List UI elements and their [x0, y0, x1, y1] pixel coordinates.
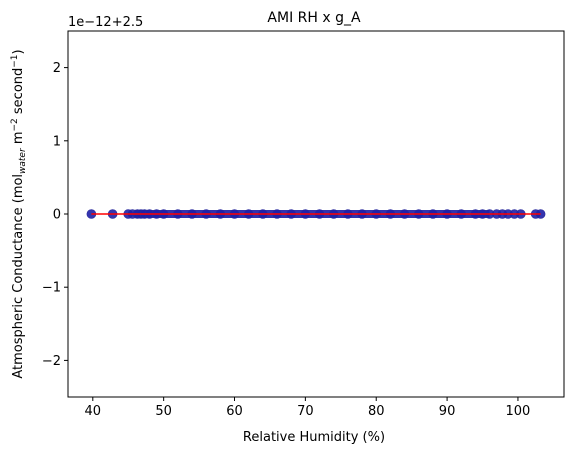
x-tick-label: 40 — [85, 404, 102, 419]
x-axis-label: Relative Humidity (%) — [243, 430, 385, 445]
y-offset-label: 1e−12+2.5 — [68, 15, 143, 30]
y-tick-label: 0 — [53, 208, 61, 223]
y-axis-label: Atmospheric Conductance (molwater m−2 se… — [10, 49, 28, 378]
x-tick-label: 80 — [368, 404, 385, 419]
y-tick-label: −1 — [42, 281, 61, 296]
y-tick-label: 2 — [53, 61, 61, 76]
x-tick-label: 70 — [297, 404, 314, 419]
y-tick-label: −2 — [42, 354, 61, 369]
chart-title: AMI RH x g_A — [267, 10, 361, 26]
x-tick-label: 60 — [226, 404, 243, 419]
plot-area: 40 50 60 70 80 90 100 −2 −1 0 1 2 — [42, 30, 565, 419]
x-tick-label: 50 — [155, 404, 172, 419]
y-tick-label: 1 — [53, 134, 61, 149]
x-tick-label: 90 — [439, 404, 456, 419]
x-tick-label: 100 — [506, 404, 531, 419]
